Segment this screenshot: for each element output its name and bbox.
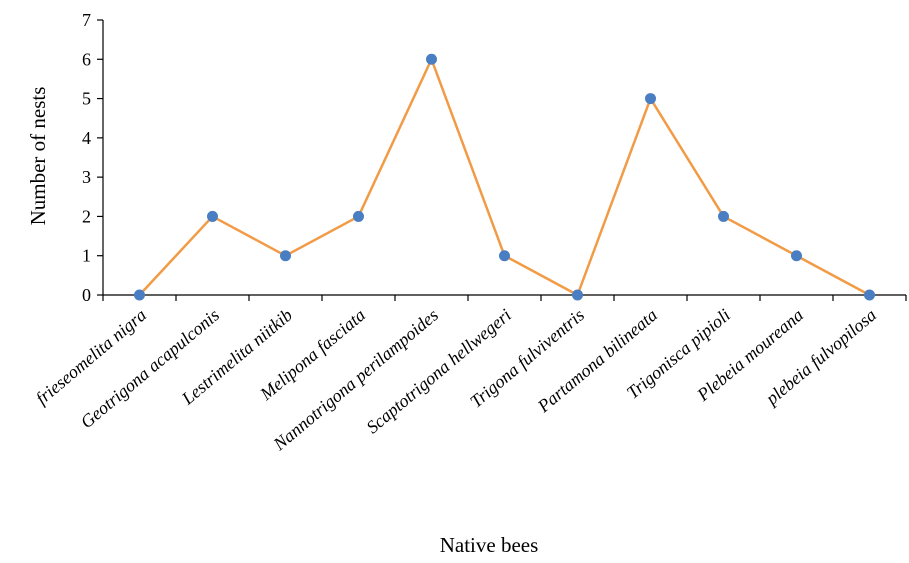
y-tick-label: 2	[82, 206, 91, 226]
data-point	[791, 250, 802, 262]
x-axis-title: Native bees	[440, 533, 539, 557]
data-point	[134, 289, 145, 301]
data-point	[426, 53, 437, 65]
y-axis-title: Number of nests	[26, 87, 50, 226]
x-axis-ticks	[102, 295, 907, 301]
data-point	[572, 289, 583, 301]
y-tick-label: 0	[82, 285, 91, 305]
data-point	[280, 250, 291, 262]
x-category-label: Scaptotrigona hellwegeri	[362, 305, 515, 438]
axes	[102, 20, 906, 296]
data-point	[864, 289, 875, 301]
y-tick-label: 5	[82, 89, 91, 109]
x-category-label: Geotrigona acapulconis	[77, 305, 224, 432]
y-tick-label: 4	[82, 128, 91, 148]
y-tick-label: 3	[82, 167, 91, 187]
data-point	[499, 250, 510, 262]
y-tick-label: 7	[82, 10, 91, 30]
data-point	[718, 210, 729, 222]
x-category-label: Partamona bilineata	[533, 305, 661, 417]
y-tick-label: 1	[82, 246, 91, 266]
data-point	[353, 210, 364, 222]
data-point	[645, 93, 656, 105]
series-layer	[134, 53, 875, 301]
y-tick-label: 6	[82, 49, 91, 69]
y-axis-ticks: 0 1 2 3 4 5 6 7	[82, 10, 103, 305]
data-point	[207, 210, 218, 222]
